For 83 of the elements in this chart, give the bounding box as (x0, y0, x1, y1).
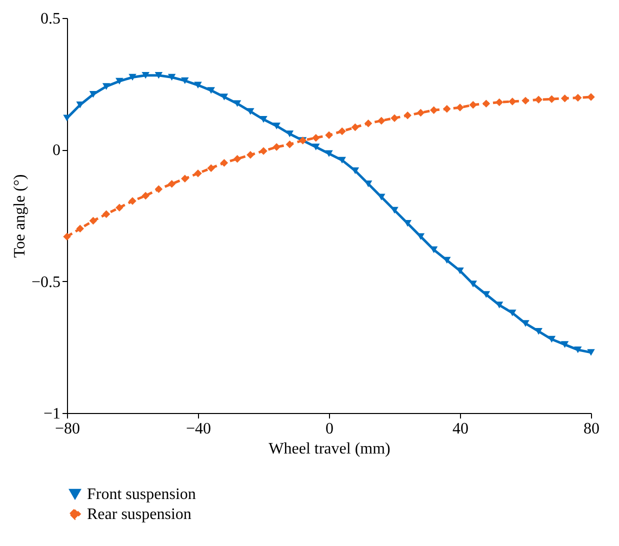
point (102, 210, 110, 218)
point (390, 114, 398, 122)
point (168, 74, 176, 81)
point (312, 144, 320, 150)
point (207, 87, 215, 94)
point (548, 95, 556, 103)
point (534, 96, 542, 104)
point (102, 83, 110, 90)
point (207, 164, 215, 172)
point (338, 127, 346, 136)
point (338, 156, 346, 164)
x-tick-label: −40 (186, 420, 212, 438)
point (181, 174, 189, 183)
point (312, 134, 320, 142)
point (364, 119, 372, 128)
point (142, 192, 150, 200)
point (63, 232, 71, 240)
point (194, 169, 202, 178)
point (154, 72, 163, 79)
point (246, 151, 254, 159)
point (378, 194, 386, 200)
point (560, 341, 569, 348)
point (534, 328, 542, 335)
x-axis-title: Wheel travel (mm) (268, 440, 390, 458)
point (482, 100, 490, 108)
point (430, 106, 438, 114)
point (508, 98, 516, 106)
point (246, 108, 254, 115)
point (456, 104, 464, 112)
point (574, 94, 582, 102)
point (508, 310, 516, 316)
point (220, 158, 228, 167)
legend-label: Front suspension (87, 486, 196, 503)
y-tick-label: −0.5 (31, 274, 60, 291)
point (154, 185, 163, 194)
point (522, 96, 530, 105)
point (142, 72, 150, 79)
point (128, 74, 136, 81)
point (443, 256, 451, 264)
point (286, 140, 294, 148)
point (548, 336, 556, 343)
x-tick-label: 0 (326, 420, 334, 438)
point (443, 104, 451, 113)
y-tick-label: 0.5 (40, 10, 60, 28)
point (587, 349, 595, 356)
point (116, 78, 124, 85)
point (286, 130, 294, 138)
point (116, 204, 124, 212)
point (587, 93, 595, 101)
point (194, 82, 202, 89)
point (390, 206, 398, 214)
y-tick-label: −1 (43, 406, 60, 422)
point (574, 346, 582, 354)
point (220, 94, 228, 100)
point (560, 94, 569, 102)
point (272, 143, 280, 151)
point (233, 100, 242, 107)
point (260, 116, 268, 123)
point (351, 123, 360, 132)
point (76, 224, 84, 233)
point (89, 91, 98, 98)
x-tick-label: 80 (584, 420, 600, 438)
point (378, 116, 386, 125)
y-axis-title: Toe angle (°) (11, 174, 28, 258)
x-tick-label: −80 (54, 420, 80, 438)
point (89, 216, 98, 225)
point (404, 220, 412, 227)
point (168, 180, 176, 188)
point (416, 108, 425, 117)
y-tick-label: 0 (52, 142, 60, 160)
point (469, 280, 477, 288)
point (469, 101, 477, 109)
x-tick-label: 40 (452, 420, 468, 438)
point (128, 197, 136, 205)
point (181, 77, 189, 84)
point (404, 112, 412, 120)
point (233, 155, 242, 163)
point (495, 98, 504, 106)
legend-label: Rear suspension (87, 506, 192, 523)
point (272, 122, 280, 130)
point (260, 147, 268, 155)
point (325, 131, 333, 140)
point (325, 150, 333, 157)
